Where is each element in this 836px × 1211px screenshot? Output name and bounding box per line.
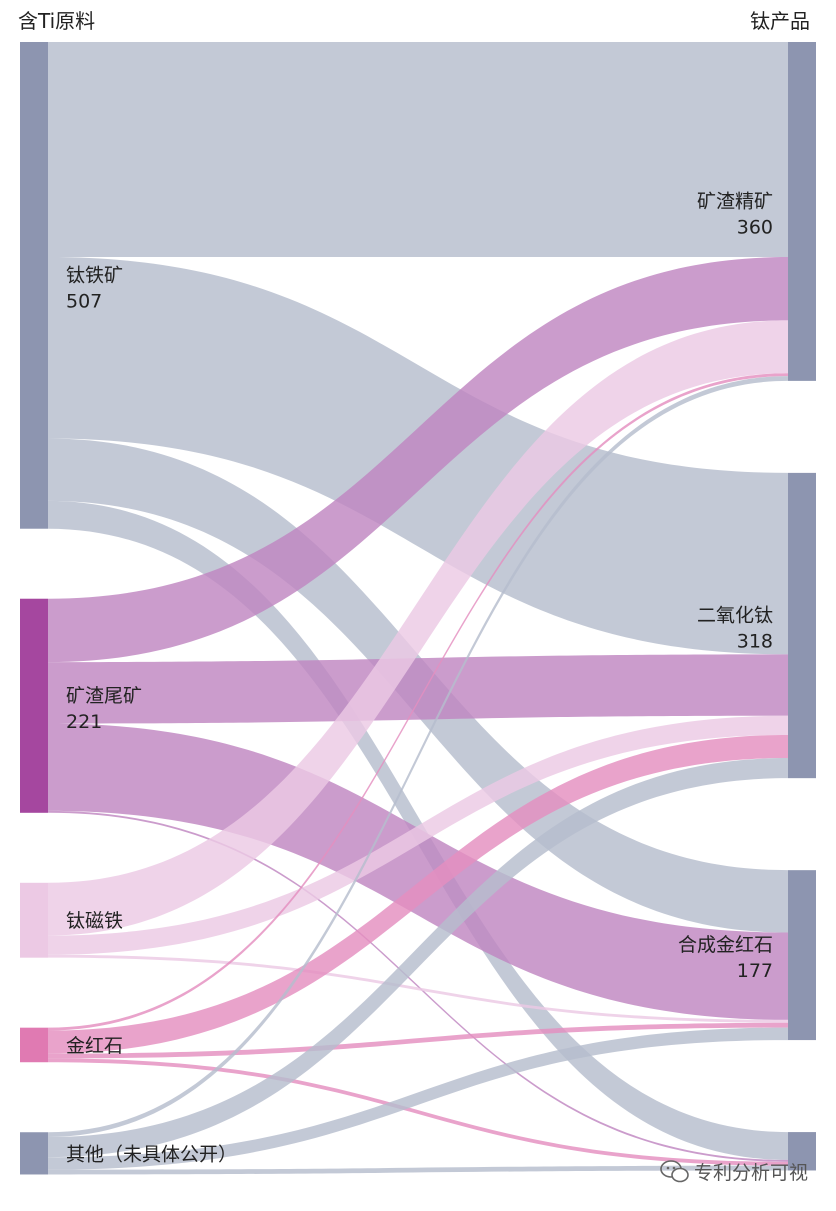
source-value-slag_tailings: 221 <box>66 711 102 733</box>
flow-slag_tailings-to-slag_concentrate <box>48 257 788 663</box>
watermark-text: 专利分析可视 <box>694 1162 808 1184</box>
target-column-header: 钛产品 <box>750 9 810 33</box>
flow-titanomagnetite-to-tio2 <box>48 715 788 955</box>
target-node-synthetic_rutile <box>788 870 816 1041</box>
source-node-rutile <box>20 1027 48 1063</box>
watermark: 专利分析可视 <box>660 1160 808 1184</box>
flow-rutile-to-other_product <box>48 1058 788 1166</box>
flow-slag_tailings-to-synthetic_rutile <box>48 723 788 1020</box>
node-bars <box>20 42 816 1175</box>
flow-links <box>48 42 788 1175</box>
source-node-ilmenite <box>20 42 48 529</box>
target-node-tio2 <box>788 472 816 779</box>
source-label-rutile: 金红石 <box>66 1035 123 1057</box>
source-node-other <box>20 1132 48 1175</box>
flow-titanomagnetite-to-synthetic_rutile <box>48 954 788 1023</box>
flow-ilmenite-to-slag_concentrate <box>48 42 788 258</box>
target-label-slag_concentrate: 矿渣精矿 <box>697 190 773 212</box>
target-value-slag_concentrate: 360 <box>737 216 773 238</box>
source-label-ilmenite: 钛铁矿 <box>66 264 123 286</box>
target-node-other_product <box>788 1132 816 1171</box>
flow-rutile-to-synthetic_rutile <box>48 1022 788 1059</box>
flow-rutile-to-tio2 <box>48 734 788 1054</box>
target-node-slag_concentrate <box>788 42 816 381</box>
flow-slag_tailings-to-tio2 <box>48 654 788 724</box>
wechat-icon <box>660 1160 689 1183</box>
flow-titanomagnetite-to-slag_concentrate <box>48 320 788 936</box>
target-label-tio2: 二氧化钛 <box>697 605 773 627</box>
source-label-titanomagnetite: 钛磁铁 <box>66 910 123 932</box>
flow-other-to-tio2 <box>48 758 788 1158</box>
flow-rutile-to-slag_concentrate <box>48 373 788 1031</box>
flow-other-to-other_product <box>48 1165 788 1175</box>
target-value-tio2: 318 <box>737 631 773 653</box>
source-node-slag_tailings <box>20 598 48 813</box>
source-node-titanomagnetite <box>20 882 48 958</box>
flow-slag_tailings-to-other_product <box>48 810 788 1162</box>
source-label-slag_tailings: 矿渣尾矿 <box>66 685 142 707</box>
source-value-ilmenite: 507 <box>66 290 102 312</box>
target-value-synthetic_rutile: 177 <box>737 960 773 982</box>
target-label-synthetic_rutile: 合成金红石 <box>678 934 773 956</box>
flow-other-to-slag_concentrate <box>48 376 788 1138</box>
source-label-other: 其他（未具体公开） <box>66 1143 237 1165</box>
source-column-header: 含Ti原料 <box>18 9 95 33</box>
flow-other-to-synthetic_rutile <box>48 1027 788 1170</box>
